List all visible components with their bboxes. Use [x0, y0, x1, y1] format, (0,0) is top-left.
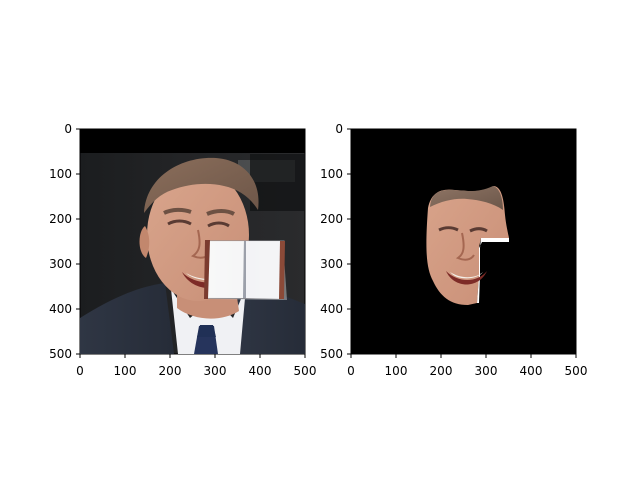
right-y-tick-0: 0	[335, 122, 343, 136]
right-eye-2	[469, 227, 488, 233]
left-suit-right	[230, 283, 305, 354]
left-y-tick-0: 0	[64, 122, 72, 136]
right-x-axis	[350, 354, 577, 358]
open-book-spine	[243, 241, 246, 298]
right-y-tick-500: 500	[320, 347, 343, 361]
left-y-tick-400: 400	[49, 302, 72, 316]
left-brow-1	[163, 207, 192, 215]
right-y-tick-300: 300	[320, 257, 343, 271]
right-nose	[455, 232, 475, 261]
right-y-tick-100: 100	[320, 167, 343, 181]
right-eye-1	[438, 226, 459, 232]
right-y-tick-200: 200	[320, 212, 343, 226]
left-ear	[139, 226, 150, 258]
left-x-tick-200: 200	[159, 364, 182, 378]
left-hair	[144, 157, 259, 213]
left-x-tick-0: 0	[76, 364, 84, 378]
right-teeth	[450, 272, 483, 279]
right-x-tick-200: 200	[430, 364, 453, 378]
left-x-tick-300: 300	[204, 364, 227, 378]
right-x-tick-0: 0	[347, 364, 355, 378]
right-x-tick-500: 500	[565, 364, 588, 378]
left-x-tick-100: 100	[114, 364, 137, 378]
left-x-tick-500: 500	[294, 364, 317, 378]
left-y-tick-200: 200	[49, 212, 72, 226]
left-x-axis	[79, 354, 306, 358]
open-book-left-edge	[205, 241, 244, 298]
left-suit	[80, 283, 174, 354]
left-y-tick-500: 500	[49, 347, 72, 361]
right-face-mask	[426, 186, 509, 305]
open-book-right-edge	[246, 241, 284, 299]
left-eye-2	[207, 221, 230, 228]
right-y-tick-400: 400	[320, 302, 343, 316]
left-top-band	[80, 129, 305, 153]
right-x-tick-100: 100	[385, 364, 408, 378]
left-y-tick-100: 100	[49, 167, 72, 181]
right-mouth	[446, 271, 487, 285]
left-y-axis	[76, 128, 80, 355]
right-x-tick-400: 400	[520, 364, 543, 378]
left-tie-knot	[197, 325, 216, 337]
open-book-cover-right	[279, 241, 285, 299]
left-y-tick-300: 300	[49, 257, 72, 271]
right-panel: 0 100 200 300 400 500 0 100 200 300 400 …	[320, 122, 587, 378]
right-hair	[430, 186, 503, 210]
left-brow-2	[206, 209, 235, 216]
left-shirt	[171, 287, 246, 354]
left-x-tick-400: 400	[249, 364, 272, 378]
open-book-cover-left	[204, 240, 210, 299]
left-panel: 0 100 200 300 400 500 0 100 200 300 400 …	[49, 122, 316, 378]
left-eye-1	[167, 219, 192, 226]
right-y-axis	[347, 128, 351, 355]
right-x-tick-300: 300	[475, 364, 498, 378]
left-background-dark-panel	[250, 154, 305, 211]
